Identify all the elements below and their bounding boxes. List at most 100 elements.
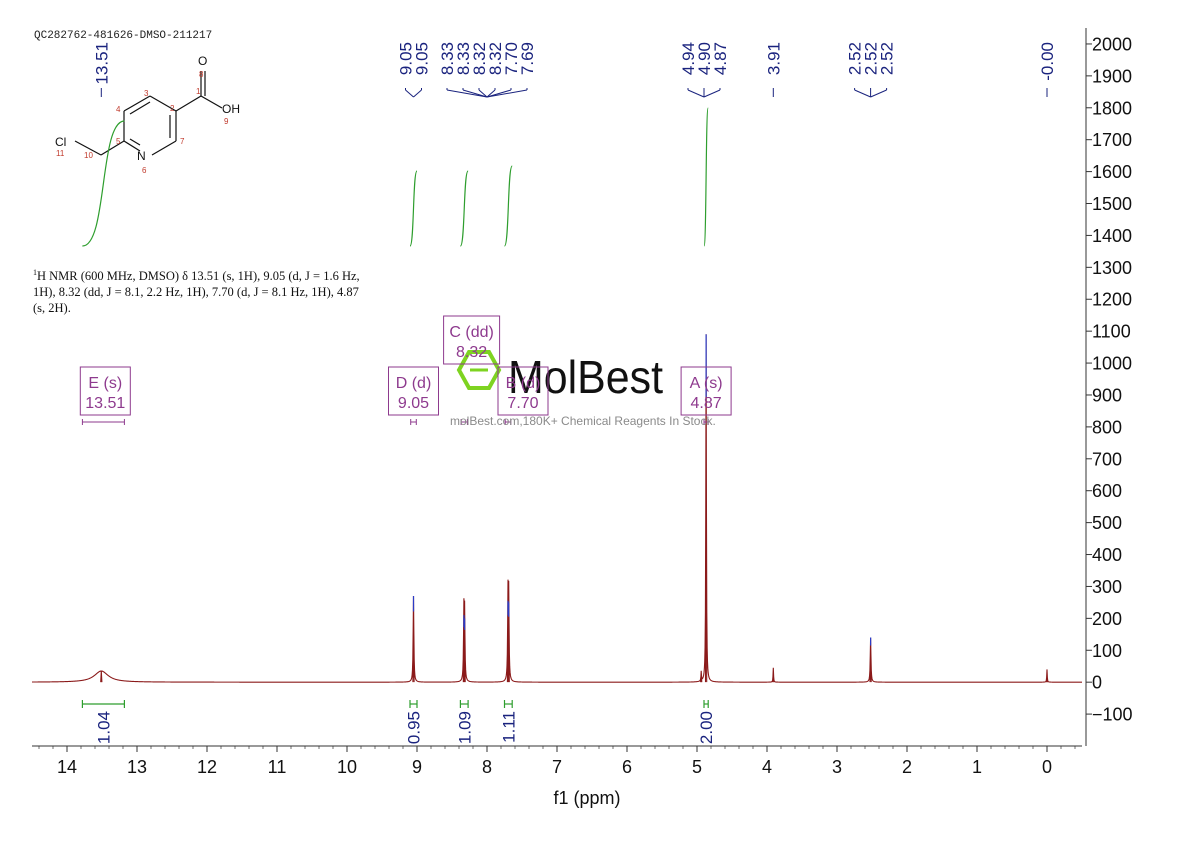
atom-number: 9 xyxy=(224,117,229,126)
atom-label: N xyxy=(137,149,146,163)
multiplet-value: 13.51 xyxy=(85,395,125,412)
atom-number: 3 xyxy=(144,89,149,98)
peak-label: 8.32 xyxy=(470,42,489,75)
peak-label: 13.51 xyxy=(92,42,111,85)
y-tick-label: 900 xyxy=(1092,385,1122,405)
chemical-structure: O OH Cl N 8 9 11 6 1 2 3 4 5 7 10 xyxy=(55,54,240,175)
watermark-tagline: molBest.com,180K+ Chemical Reagents In S… xyxy=(450,414,716,428)
integral-curve xyxy=(82,120,125,247)
y-tick-label: 800 xyxy=(1092,417,1122,437)
y-tick-label: 0 xyxy=(1092,673,1102,693)
atom-number: 7 xyxy=(180,137,185,146)
y-tick-label: 700 xyxy=(1092,449,1122,469)
peak-label: 9.05 xyxy=(397,42,416,75)
peak-label-leader xyxy=(413,89,422,98)
peak-label: 3.91 xyxy=(764,42,783,75)
multiplet-box xyxy=(79,366,131,416)
y-tick-label: 1100 xyxy=(1092,322,1131,342)
molbest-watermark: MolBest xyxy=(456,350,663,403)
x-tick-label: 13 xyxy=(127,757,147,777)
x-tick-label: 6 xyxy=(622,757,632,777)
y-tick-label: 300 xyxy=(1092,577,1122,597)
atom-number: 1 xyxy=(196,87,201,96)
peak-label-leader xyxy=(405,89,414,98)
y-tick-label: 1800 xyxy=(1092,98,1132,118)
x-tick-label: 8 xyxy=(482,757,492,777)
y-tick-label: 2000 xyxy=(1092,34,1132,54)
peak-label-leader xyxy=(446,89,488,98)
peak-label: 8.33 xyxy=(454,42,473,75)
atom-number: 5 xyxy=(116,137,121,146)
peak-label: 8.32 xyxy=(486,42,505,75)
y-tick-label: 1900 xyxy=(1092,66,1132,86)
integral-curve xyxy=(503,165,513,247)
x-tick-label: 5 xyxy=(692,757,702,777)
y-tick-label: 200 xyxy=(1092,609,1122,629)
integral-curve xyxy=(703,107,709,247)
peak-label-leader xyxy=(687,89,705,98)
integral-value: 0.95 xyxy=(405,711,424,744)
peak-label-leader xyxy=(486,89,496,98)
x-tick-label: 4 xyxy=(762,757,772,777)
peak-label-leader xyxy=(478,89,488,98)
x-tick-label: 0 xyxy=(1042,757,1052,777)
peak-label: 2.52 xyxy=(846,42,865,75)
y-tick-label: 1300 xyxy=(1092,258,1132,278)
multiplet-value: 8.32 xyxy=(456,344,487,361)
peak-label-leader xyxy=(703,89,721,98)
x-tick-label: 12 xyxy=(197,757,217,777)
atom-label: O xyxy=(198,54,207,68)
x-tick-label: 9 xyxy=(412,757,422,777)
x-axis-label: f1 (ppm) xyxy=(553,788,620,808)
y-tick-label: 1200 xyxy=(1092,290,1132,310)
y-tick-label: −100 xyxy=(1092,705,1133,725)
y-tick-label: 1500 xyxy=(1092,194,1132,214)
multiplet-name: A (s) xyxy=(690,375,723,392)
multiplet-box xyxy=(680,366,732,416)
y-tick-label: 1000 xyxy=(1092,354,1132,374)
integral-value: 1.11 xyxy=(499,711,518,743)
multiplet-name: B (d) xyxy=(506,375,541,392)
y-tick-label: 400 xyxy=(1092,545,1122,565)
peak-label: -0.00 xyxy=(1038,42,1057,81)
peak-label: 4.94 xyxy=(679,42,698,75)
peak-label: 2.52 xyxy=(878,42,897,75)
integral-curve xyxy=(409,170,418,247)
nmr-line-3: (s, 2H). xyxy=(33,301,71,316)
x-tick-label: 1 xyxy=(972,757,982,777)
atom-label: OH xyxy=(222,102,240,116)
nmr-line-1: H NMR (600 MHz, DMSO) δ 13.51 (s, 1H), 9… xyxy=(37,269,360,284)
multiplet-value: 9.05 xyxy=(398,395,429,412)
atom-label: Cl xyxy=(55,135,66,149)
multiplet-box xyxy=(497,366,549,416)
peak-label-leader xyxy=(486,89,528,98)
peak-label-leader xyxy=(462,89,488,98)
peak-label: 4.87 xyxy=(711,42,730,75)
multiplet-box xyxy=(388,366,439,416)
x-tick-label: 10 xyxy=(337,757,357,777)
y-tick-label: 600 xyxy=(1092,481,1122,501)
peak-label: 9.05 xyxy=(413,42,432,75)
nmr-description: 1H NMR (600 MHz, DMSO) δ 13.51 (s, 1H), … xyxy=(33,265,413,316)
multiplet-value: 4.87 xyxy=(691,395,722,412)
nucleus-superscript: 1 xyxy=(33,268,37,277)
y-tick-label: 100 xyxy=(1092,641,1122,661)
multiplet-name: C (dd) xyxy=(449,324,493,341)
integral-curve xyxy=(459,170,469,247)
x-tick-label: 7 xyxy=(552,757,562,777)
nmr-line-2: 1H), 8.32 (dd, J = 8.1, 2.2 Hz, 1H), 7.7… xyxy=(33,285,359,300)
y-tick-label: 1700 xyxy=(1092,130,1132,150)
multiplet-box xyxy=(443,315,501,365)
peak-label: 2.52 xyxy=(862,42,881,75)
hexagon-logo-icon xyxy=(456,350,502,390)
multiplet-value: 7.70 xyxy=(507,395,538,412)
peak-label: 7.69 xyxy=(518,42,537,75)
peak-label-leader xyxy=(870,89,887,98)
y-tick-label: 500 xyxy=(1092,513,1122,533)
integral-value: 2.00 xyxy=(697,711,716,744)
peak-label-leader xyxy=(854,89,871,98)
y-tick-label: 1600 xyxy=(1092,162,1132,182)
atom-number: 6 xyxy=(142,166,147,175)
atom-number: 4 xyxy=(116,105,121,114)
atom-number: 8 xyxy=(199,70,204,79)
